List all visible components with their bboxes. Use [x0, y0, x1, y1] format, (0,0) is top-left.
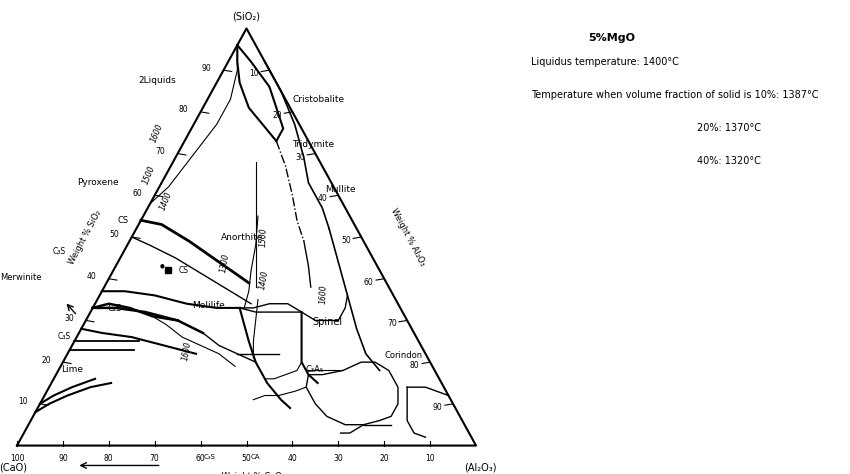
Text: 1400: 1400: [158, 191, 173, 212]
Text: Merwinite: Merwinite: [1, 273, 42, 282]
Text: 40: 40: [87, 272, 97, 281]
Text: 40%: 1320°C: 40%: 1320°C: [697, 156, 761, 166]
Text: 1600: 1600: [318, 284, 328, 304]
Text: 1500: 1500: [141, 164, 156, 186]
Text: CS: CS: [178, 266, 189, 275]
Text: 1600: 1600: [150, 122, 165, 144]
Text: Weight % SiO₂: Weight % SiO₂: [67, 209, 103, 265]
Text: Temperature when volume fraction of solid is 10%: 1387°C: Temperature when volume fraction of soli…: [531, 90, 819, 100]
Text: 90: 90: [201, 64, 212, 73]
Text: 30: 30: [64, 314, 74, 323]
Text: ●: ●: [159, 263, 164, 268]
Text: 100: 100: [9, 454, 25, 463]
Text: 50: 50: [341, 236, 351, 245]
Text: ← Weight % CaO: ← Weight % CaO: [212, 472, 281, 474]
Text: 1400: 1400: [258, 269, 269, 290]
Text: 1300: 1300: [219, 253, 231, 273]
Text: 10: 10: [18, 397, 28, 406]
Text: CS: CS: [117, 216, 129, 225]
Text: 40: 40: [287, 454, 298, 463]
Text: 60: 60: [196, 454, 206, 463]
Text: 70: 70: [387, 319, 397, 328]
Text: Anorthite: Anorthite: [221, 233, 264, 241]
Text: 60: 60: [364, 278, 374, 287]
Text: Mullite: Mullite: [325, 185, 355, 194]
Text: 20: 20: [272, 111, 281, 120]
Text: 90: 90: [433, 403, 443, 412]
Text: 90: 90: [58, 454, 68, 463]
Text: Tridymite: Tridymite: [292, 140, 334, 149]
Text: C₃S: C₃S: [204, 454, 216, 460]
Text: Lime: Lime: [61, 365, 83, 374]
Text: 30: 30: [333, 454, 343, 463]
Text: 20: 20: [41, 356, 51, 365]
Text: 20: 20: [379, 454, 389, 463]
Text: Weight % Al₂O₃: Weight % Al₂O₃: [389, 207, 427, 267]
Text: C₂S: C₂S: [108, 304, 122, 312]
Text: 50: 50: [110, 230, 120, 239]
Text: 50: 50: [241, 454, 252, 463]
Text: Pyroxene: Pyroxene: [77, 178, 118, 187]
Text: Spinel: Spinel: [312, 317, 343, 328]
Text: 10: 10: [425, 454, 435, 463]
Text: 30: 30: [295, 153, 305, 162]
Text: C₃S: C₃S: [53, 247, 66, 255]
Text: Corindon: Corindon: [385, 351, 422, 360]
Text: C₃A₅: C₃A₅: [305, 365, 324, 374]
Text: (SiO₂): (SiO₂): [233, 11, 260, 21]
Text: 5%MgO: 5%MgO: [588, 33, 636, 43]
Text: 70: 70: [150, 454, 160, 463]
Text: 80: 80: [104, 454, 114, 463]
Text: 20%: 1370°C: 20%: 1370°C: [697, 123, 761, 133]
Text: Cristobalite: Cristobalite: [292, 95, 345, 104]
Text: 80: 80: [178, 105, 189, 114]
Text: Liquidus temperature: 1400°C: Liquidus temperature: 1400°C: [531, 57, 679, 67]
Text: 2Liquids: 2Liquids: [139, 76, 176, 85]
Text: C₃S: C₃S: [57, 332, 71, 341]
Text: 80: 80: [410, 361, 419, 370]
Text: Melilife: Melilife: [192, 301, 224, 310]
Text: 70: 70: [156, 147, 166, 156]
Text: 1500: 1500: [258, 227, 269, 247]
Text: (Al₂O₃): (Al₂O₃): [464, 462, 496, 472]
Text: 40: 40: [318, 194, 328, 203]
Text: CA: CA: [251, 454, 260, 460]
Text: 60: 60: [133, 189, 143, 198]
Text: 10: 10: [249, 69, 258, 78]
Text: (CaO): (CaO): [0, 462, 26, 472]
Text: 1600: 1600: [181, 340, 193, 361]
